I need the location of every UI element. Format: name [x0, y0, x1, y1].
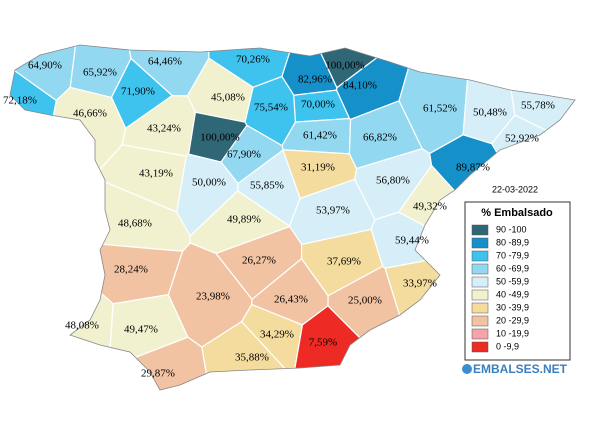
legend-label: 70 -79,9	[496, 250, 529, 260]
region-label: 100,00%	[200, 132, 239, 144]
region-label: 66,82%	[363, 132, 397, 144]
region-label: 50,00%	[192, 177, 226, 189]
legend-label: 0 -9,9	[496, 341, 519, 351]
region-label: 89,87%	[456, 162, 490, 174]
region-label: 50,48%	[473, 107, 507, 119]
legend-label: 50 -59,9	[496, 276, 529, 286]
region-label: 55,78%	[521, 100, 555, 112]
region-label: 53,97%	[316, 205, 350, 217]
region-label: 49,89%	[227, 214, 261, 226]
legend-swatch	[471, 250, 489, 262]
date: 22-03-2022	[492, 184, 538, 194]
region-label: 7,59%	[309, 337, 337, 349]
region-label: 37,69%	[327, 256, 361, 268]
legend-swatch	[471, 263, 489, 275]
region-label: 23,98%	[196, 291, 230, 303]
legend-label: 80 -89,9	[496, 237, 529, 247]
region-label: 72,18%	[3, 95, 37, 107]
region-label: 82,96%	[298, 74, 332, 86]
region-label: 28,24%	[114, 264, 148, 276]
region-label: 35,88%	[235, 352, 269, 364]
region-label: 25,00%	[348, 295, 382, 307]
logo: EMBALSES.NET	[473, 362, 568, 376]
region-label: 84,10%	[343, 80, 377, 92]
region-label: 59,44%	[395, 235, 429, 247]
country-outline	[9, 44, 576, 391]
region-label: 33,97%	[403, 278, 437, 290]
legend-label: 90 -100	[496, 224, 527, 234]
region-label: 100,00%	[325, 60, 364, 72]
region-label: 67,90%	[227, 149, 261, 161]
legend-swatch	[471, 289, 489, 301]
region-label: 61,52%	[423, 103, 457, 115]
region-label: 48,68%	[118, 218, 152, 230]
region-label: 43,19%	[139, 168, 173, 180]
region-label: 70,00%	[301, 99, 335, 111]
region-label: 71,90%	[121, 86, 155, 98]
region-label: 61,42%	[303, 130, 337, 142]
legend-swatch	[471, 224, 489, 236]
legend-title: % Embalsado	[481, 207, 553, 219]
region-label: 65,92%	[83, 67, 117, 79]
legend-swatch	[471, 328, 489, 340]
region-label: 70,26%	[236, 54, 270, 66]
region-label: 64,46%	[148, 56, 182, 68]
region-labels: 64,90% 65,92% 64,46% 70,26% 100,00% 72,18% 71,…	[3, 54, 555, 380]
legend-label: 40 -49,9	[496, 289, 529, 299]
region-label: 46,66%	[73, 108, 107, 120]
logo-icon	[462, 364, 472, 374]
region-label: 49,32%	[413, 201, 447, 213]
region-label: 55,85%	[250, 180, 284, 192]
region-label: 26,43%	[274, 294, 308, 306]
legend-swatch	[471, 276, 489, 288]
region-label: 34,29%	[260, 329, 294, 341]
region-label: 64,90%	[28, 60, 62, 72]
region-label: 43,24%	[147, 123, 181, 135]
region	[462, 45, 516, 145]
legend: 90 -100 80 -89,9 70 -79,9 60 -69,9 50 -59,9 4…	[471, 224, 529, 353]
legend-swatch	[471, 341, 489, 353]
legend-swatch	[471, 315, 489, 327]
region-label: 49,47%	[124, 324, 158, 336]
legend-label: 20 -29,9	[496, 315, 529, 325]
legend-label: 60 -69,9	[496, 263, 529, 273]
region-label: 45,08%	[211, 92, 245, 104]
legend-swatch	[471, 302, 489, 314]
legend-label: 30 -39,9	[496, 302, 529, 312]
legend-label: 10 -19,9	[496, 328, 529, 338]
region-label: 31,19%	[301, 162, 335, 174]
region-label: 26,27%	[242, 255, 276, 267]
region-label: 48,08%	[65, 320, 99, 332]
legend-swatch	[471, 237, 489, 249]
region-label: 29,87%	[141, 368, 175, 380]
region-label: 52,92%	[505, 133, 539, 145]
region-label: 75,54%	[254, 102, 288, 114]
region-label: 56,80%	[376, 175, 410, 187]
